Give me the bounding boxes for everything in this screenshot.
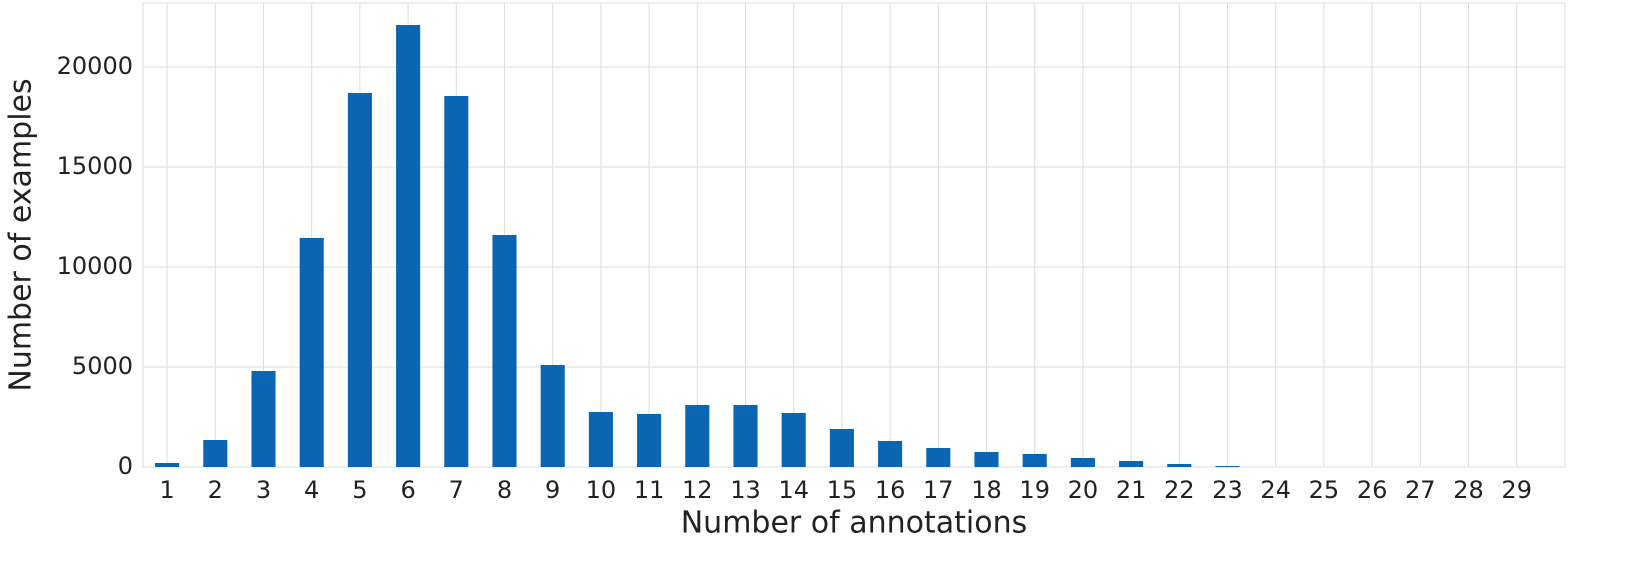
x-tick-label: 25 [1309,476,1340,504]
bar [251,371,276,467]
x-tick-label: 19 [1019,476,1050,504]
x-tick-label: 17 [923,476,954,504]
x-tick-label: 22 [1164,476,1195,504]
x-tick-label: 26 [1357,476,1388,504]
x-tick-label: 4 [304,476,319,504]
x-tick-label: 24 [1260,476,1291,504]
bar [396,25,421,467]
y-tick-label: 15000 [57,152,133,180]
bar [781,413,806,467]
x-tick-label: 6 [400,476,415,504]
x-tick-label: 9 [545,476,560,504]
bar [492,235,517,467]
x-tick-label: 7 [449,476,464,504]
bar [1022,454,1047,467]
bar [829,429,854,467]
bar [299,238,324,467]
y-axis-label: Number of examples [4,78,39,391]
x-tick-label: 28 [1453,476,1484,504]
x-tick-label: 14 [778,476,809,504]
bar [203,440,228,467]
y-tick-label: 0 [118,452,133,480]
bar [155,463,180,467]
bar [1167,464,1192,467]
bar [878,441,903,467]
x-tick-label: 27 [1405,476,1436,504]
y-tick-label: 20000 [57,52,133,80]
bar [1215,466,1240,467]
bar [540,365,565,467]
bar [1119,461,1144,467]
x-tick-label: 12 [682,476,713,504]
bar [347,93,372,467]
x-axis-label: Number of annotations [681,506,1028,541]
bar [1070,458,1095,467]
x-tick-label: 23 [1212,476,1243,504]
x-tick-label: 21 [1116,476,1147,504]
x-tick-label: 8 [497,476,512,504]
x-tick-label: 15 [827,476,858,504]
y-tick-label: 5000 [72,352,133,380]
bar [588,412,613,467]
x-tick-label: 11 [634,476,665,504]
bar [733,405,758,467]
x-tick-label: 5 [352,476,367,504]
y-tick-label: 10000 [57,252,133,280]
bar [926,448,951,467]
x-tick-label: 3 [256,476,271,504]
bar [637,414,662,467]
x-tick-label: 18 [971,476,1002,504]
x-tick-label: 10 [586,476,617,504]
bar [974,452,999,467]
x-tick-label: 13 [730,476,761,504]
bar [444,96,469,467]
x-tick-label: 20 [1068,476,1099,504]
bar [685,405,710,467]
x-tick-label: 1 [159,476,174,504]
x-tick-label: 2 [208,476,223,504]
plot-frame [142,2,1566,468]
x-tick-label: 29 [1501,476,1532,504]
x-tick-label: 16 [875,476,906,504]
